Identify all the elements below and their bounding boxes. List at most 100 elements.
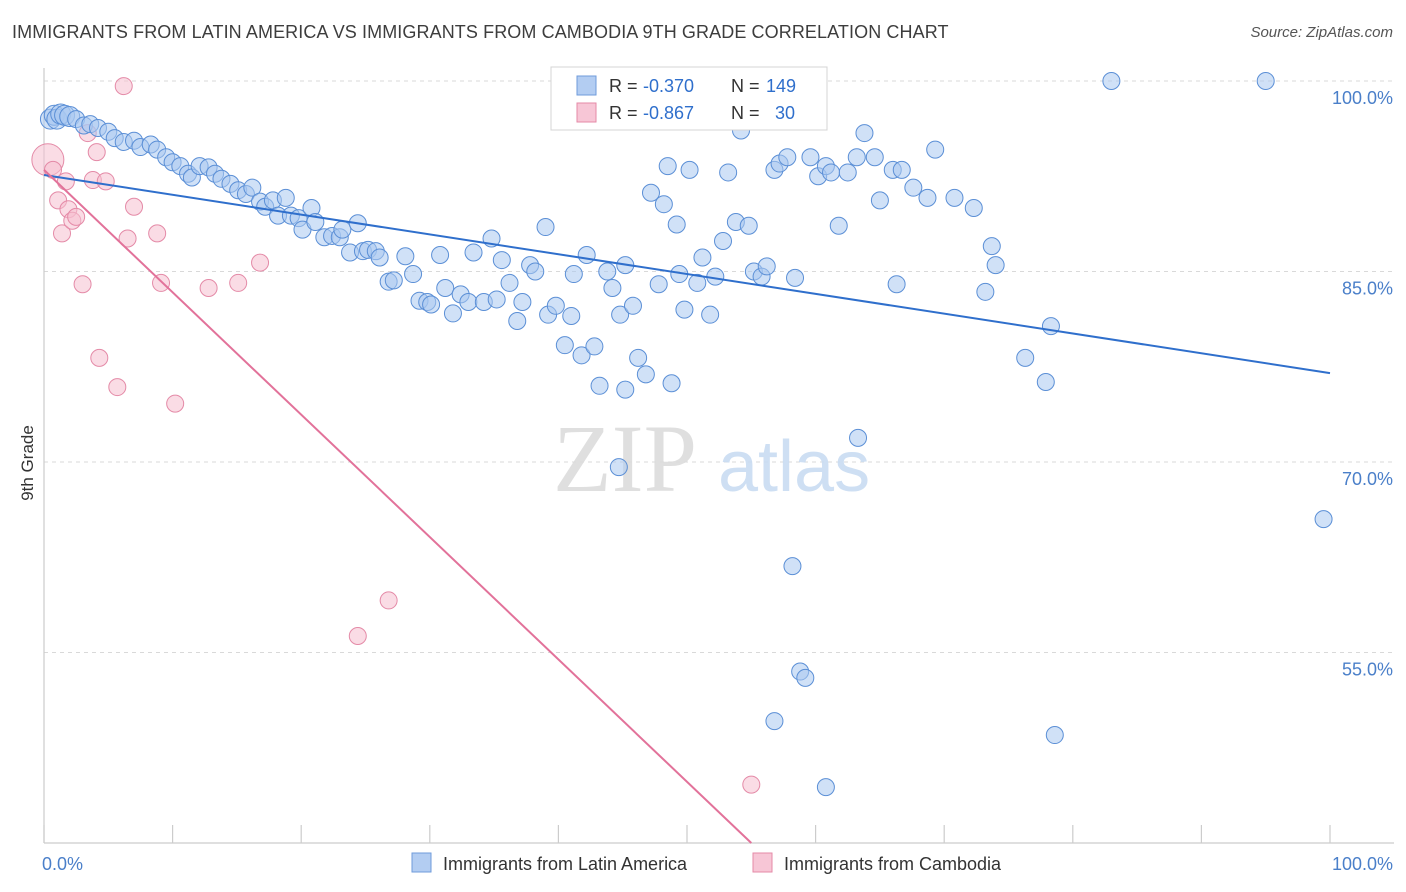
cambodia-point <box>87 143 106 162</box>
latin-america-point <box>887 275 906 294</box>
latin-america-point <box>701 305 720 324</box>
latin-america-point <box>513 292 532 311</box>
cambodia-point <box>67 207 86 226</box>
latin-america-point <box>658 157 677 176</box>
cambodia-point <box>166 394 185 413</box>
latin-america-point <box>443 304 462 323</box>
latin-america-point <box>598 262 617 281</box>
latin-america-point <box>1036 372 1055 391</box>
latin-america-point <box>436 279 455 298</box>
latin-america-point <box>590 376 609 395</box>
latin-america-point <box>1045 726 1064 745</box>
stats-legend: R = -0.370 N = 149 R = -0.867 N = 30 <box>550 66 828 131</box>
latin-america-point <box>623 296 642 315</box>
trend-lines <box>43 169 1331 844</box>
cambodia-point <box>379 591 398 610</box>
watermark-atlas: atlas <box>718 427 870 507</box>
stats-legend-r-label-pink: R = <box>609 103 638 123</box>
latin-america-point <box>649 275 668 294</box>
latin-america-point <box>500 273 519 292</box>
latin-america-point <box>487 290 506 309</box>
stats-legend-r-value-blue: -0.370 <box>643 76 694 96</box>
x-tick-label: 0.0% <box>42 854 83 874</box>
latin-america-point <box>904 178 923 197</box>
cambodia-point <box>229 273 248 292</box>
cambodia-point <box>199 279 218 298</box>
latin-america-point <box>801 148 820 167</box>
stats-legend-n-label-blue: N = <box>731 76 760 96</box>
cambodia-point <box>118 229 137 248</box>
cambodia-trend-line <box>43 169 752 844</box>
latin-america-point <box>829 216 848 235</box>
latin-america-point <box>778 148 797 167</box>
latin-america-point <box>431 245 450 264</box>
latin-america-point <box>816 778 835 797</box>
latin-america-point <box>757 257 776 276</box>
latin-america-point <box>986 256 1005 275</box>
stats-legend-n-value-blue: 149 <box>766 76 796 96</box>
legend-label-cambodia: Immigrants from Cambodia <box>784 854 1002 874</box>
latin-america-point <box>536 218 555 237</box>
cambodia-point <box>90 348 109 367</box>
latin-america-point <box>675 300 694 319</box>
latin-america-point <box>714 232 733 251</box>
cambodia-point <box>251 253 270 272</box>
latin-america-point <box>855 124 874 143</box>
latin-america-point <box>982 237 1001 256</box>
latin-america-point <box>739 216 758 235</box>
latin-america-point <box>786 268 805 287</box>
cambodia-point <box>108 378 127 397</box>
latin-america-point <box>422 295 441 314</box>
latin-america-point <box>849 428 868 447</box>
cambodia-point <box>96 172 115 191</box>
latin-america-point <box>847 148 866 167</box>
latin-america-point <box>384 271 403 290</box>
latin-america-point <box>616 380 635 399</box>
legend-swatch-latin-america <box>411 852 432 873</box>
axes <box>43 68 1394 844</box>
latin-america-point <box>870 191 889 210</box>
latin-america-point <box>945 188 964 207</box>
latin-america-point <box>822 163 841 182</box>
latin-america-point <box>1102 72 1121 90</box>
latin-america-point <box>603 279 622 298</box>
stats-legend-n-value-pink: 30 <box>775 103 795 123</box>
y-axis-title: 9th Grade <box>18 425 37 501</box>
latin-america-point <box>572 346 591 365</box>
latin-america-trend-line <box>43 173 1331 375</box>
latin-america-point <box>964 199 983 217</box>
latin-america-point <box>654 195 673 214</box>
latin-america-point <box>680 160 699 179</box>
cambodia-point <box>114 77 133 96</box>
latin-america-point <box>765 712 784 731</box>
latin-america-point <box>641 183 660 202</box>
legend-swatch-cambodia <box>752 852 773 873</box>
y-tick-label: 85.0% <box>1342 279 1393 299</box>
cambodia-point <box>56 172 75 191</box>
latin-america-point <box>1016 348 1035 367</box>
stats-legend-r-value-pink: -0.867 <box>643 103 694 123</box>
y-tick-label: 100.0% <box>1332 88 1393 108</box>
stats-legend-swatch-pink <box>576 102 597 123</box>
tick-labels: 55.0% 70.0% 85.0% 100.0% 0.0% 100.0% <box>42 88 1393 874</box>
latin-america-point <box>976 282 995 301</box>
latin-america-point <box>585 337 604 356</box>
latin-america-point <box>276 188 295 207</box>
latin-america-point <box>667 215 686 234</box>
latin-america-point <box>459 292 478 311</box>
latin-america-point <box>629 348 648 367</box>
latin-america-point <box>404 265 423 284</box>
latin-america-point <box>892 160 911 179</box>
stats-legend-box <box>550 66 828 131</box>
latin-america-point <box>370 248 389 267</box>
latin-america-point <box>492 251 511 270</box>
latin-america-point <box>464 243 483 262</box>
latin-america-point <box>555 336 574 355</box>
latin-america-point <box>611 305 630 324</box>
latin-america-point <box>243 178 262 197</box>
y-tick-label: 55.0% <box>1342 660 1393 680</box>
chart-title: IMMIGRANTS FROM LATIN AMERICA VS IMMIGRA… <box>12 22 949 42</box>
x-tick-label: 100.0% <box>1332 854 1393 874</box>
latin-america-point <box>719 163 738 182</box>
latin-america-point <box>918 188 937 207</box>
